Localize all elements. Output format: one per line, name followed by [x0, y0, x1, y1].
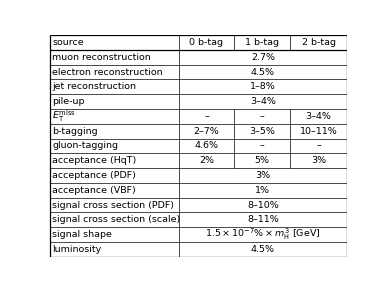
- Text: signal cross section (scale): signal cross section (scale): [52, 215, 180, 224]
- Text: signal cross section (PDF): signal cross section (PDF): [52, 201, 174, 210]
- Text: 10–11%: 10–11%: [300, 127, 337, 136]
- Text: 8–10%: 8–10%: [247, 201, 279, 210]
- Text: 4.5%: 4.5%: [251, 68, 275, 77]
- Text: electron reconstruction: electron reconstruction: [52, 68, 163, 77]
- Text: 3%: 3%: [255, 171, 271, 180]
- Text: 1%: 1%: [256, 186, 270, 195]
- Text: –: –: [316, 141, 321, 151]
- Text: b-tagging: b-tagging: [52, 127, 98, 136]
- Text: 5%: 5%: [255, 156, 270, 165]
- Text: jet reconstruction: jet reconstruction: [52, 82, 136, 91]
- Text: 0 b-tag: 0 b-tag: [190, 38, 223, 47]
- Text: 2 b-tag: 2 b-tag: [301, 38, 335, 47]
- Text: –: –: [260, 141, 264, 151]
- Text: 1 b-tag: 1 b-tag: [245, 38, 279, 47]
- Text: source: source: [52, 38, 84, 47]
- Text: gluon-tagging: gluon-tagging: [52, 141, 118, 151]
- Text: acceptance (PDF): acceptance (PDF): [52, 171, 136, 180]
- Text: –: –: [260, 112, 264, 121]
- Text: pile-up: pile-up: [52, 97, 85, 106]
- Text: 1–8%: 1–8%: [250, 82, 276, 91]
- Text: 8–11%: 8–11%: [247, 215, 279, 224]
- Text: 4.5%: 4.5%: [251, 245, 275, 254]
- Text: $1.5 \times 10^{-7}\%\times m_{\rm H}^{3}$ [GeV]: $1.5 \times 10^{-7}\%\times m_{\rm H}^{3…: [205, 227, 321, 242]
- Text: acceptance (HqT): acceptance (HqT): [52, 156, 136, 165]
- Text: 3–4%: 3–4%: [250, 97, 276, 106]
- Text: muon reconstruction: muon reconstruction: [52, 53, 151, 62]
- Text: signal shape: signal shape: [52, 230, 112, 239]
- Text: 2–7%: 2–7%: [193, 127, 219, 136]
- Text: acceptance (VBF): acceptance (VBF): [52, 186, 136, 195]
- Text: 3%: 3%: [311, 156, 326, 165]
- Text: luminosity: luminosity: [52, 245, 102, 254]
- Text: 2%: 2%: [199, 156, 214, 165]
- Text: –: –: [204, 112, 209, 121]
- Text: 3–5%: 3–5%: [249, 127, 275, 136]
- Text: 3–4%: 3–4%: [306, 112, 332, 121]
- Text: 4.6%: 4.6%: [195, 141, 218, 151]
- Text: 2.7%: 2.7%: [251, 53, 275, 62]
- Text: $E_{\rm T}^{\rm miss}$: $E_{\rm T}^{\rm miss}$: [52, 109, 76, 124]
